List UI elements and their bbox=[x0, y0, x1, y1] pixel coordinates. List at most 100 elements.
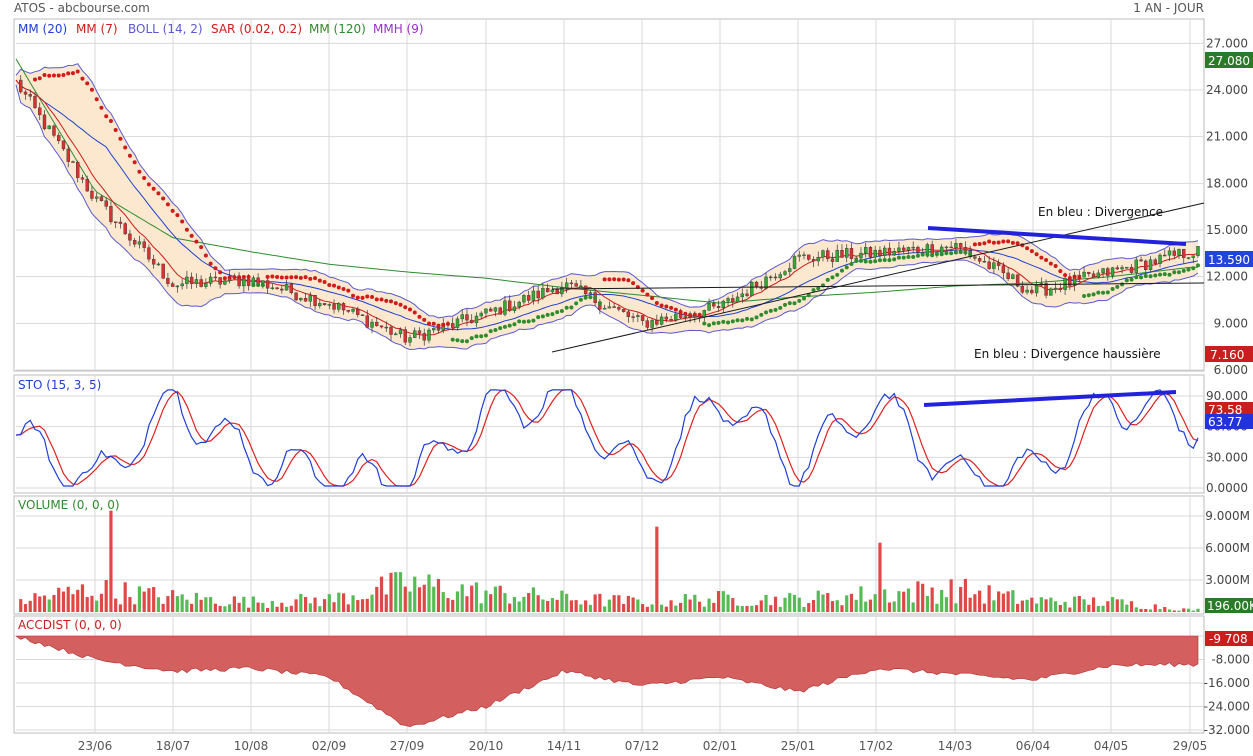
sto-d-badge bbox=[1205, 402, 1253, 416]
sar-dot bbox=[1091, 292, 1096, 297]
volume-bar bbox=[1053, 601, 1058, 612]
sar-dot bbox=[659, 303, 664, 308]
volume-bar bbox=[370, 594, 374, 612]
volume-bar bbox=[1077, 595, 1081, 612]
volume-bar bbox=[455, 591, 460, 612]
sar-dot bbox=[730, 319, 735, 324]
candle-body bbox=[1053, 287, 1058, 290]
candle-body bbox=[246, 278, 251, 286]
volume-bar bbox=[460, 584, 464, 612]
sar-dot bbox=[502, 324, 507, 329]
bollinger-lower bbox=[15, 84, 1199, 351]
sar-dot bbox=[688, 312, 693, 317]
candle-body bbox=[1158, 254, 1162, 264]
sar-dot bbox=[711, 321, 716, 326]
sar-dot bbox=[32, 77, 37, 82]
accdist-panel[interactable]: 0.0000-8.000-16.000-24.000-32.000 ACCDIS… bbox=[13, 615, 1253, 737]
candle-body bbox=[451, 323, 455, 328]
candle-body bbox=[669, 319, 673, 321]
mm120-line bbox=[15, 58, 1198, 304]
volume-bar bbox=[954, 603, 958, 612]
volume-bar bbox=[23, 604, 28, 612]
candle-body bbox=[517, 301, 521, 308]
sto-d-line bbox=[15, 389, 1199, 487]
volume-bar bbox=[57, 587, 61, 612]
volume-bar bbox=[403, 586, 407, 612]
sar-dot bbox=[194, 239, 199, 244]
annotation-divergence: En bleu : Divergence bbox=[1038, 205, 1163, 219]
volume-bar bbox=[1148, 609, 1153, 612]
volume-bar bbox=[109, 510, 113, 612]
sar-dot bbox=[1115, 284, 1120, 289]
volume-bar bbox=[603, 606, 607, 612]
candle-body bbox=[128, 233, 132, 241]
volume-bar bbox=[721, 591, 725, 612]
volume-bar bbox=[930, 587, 934, 612]
sar-dot bbox=[450, 337, 455, 342]
sar-dot bbox=[934, 252, 939, 257]
candle-body bbox=[555, 289, 559, 295]
x-tick-label: 06/04 bbox=[1016, 739, 1051, 753]
volume-bar bbox=[626, 595, 630, 612]
sar-dot bbox=[213, 266, 218, 271]
sar-dot bbox=[1148, 274, 1153, 279]
sar-dot bbox=[294, 275, 299, 280]
sar-dot bbox=[987, 239, 992, 244]
volume-bar bbox=[1186, 608, 1191, 612]
sar-dot bbox=[189, 233, 194, 238]
sar-dot bbox=[161, 196, 166, 201]
volume-bar bbox=[80, 584, 85, 612]
candle-body bbox=[341, 303, 346, 311]
sar-dot bbox=[270, 274, 275, 279]
candle-body bbox=[299, 297, 303, 301]
min-badge bbox=[1205, 346, 1253, 362]
sar-dot bbox=[564, 305, 569, 310]
sar-dot bbox=[445, 321, 450, 326]
sar-dot bbox=[218, 270, 223, 275]
trend-line-upper bbox=[551, 202, 1205, 353]
sar-dot bbox=[830, 275, 835, 280]
candle-body bbox=[987, 261, 991, 269]
volume-bar bbox=[427, 574, 431, 612]
sar-dot bbox=[1039, 255, 1044, 260]
x-tick-label: 14/11 bbox=[547, 739, 582, 753]
volume-tick-label: 9.000M bbox=[1205, 509, 1250, 523]
candle-body bbox=[949, 246, 953, 249]
candle-body bbox=[208, 276, 213, 284]
sar-dot bbox=[863, 259, 868, 264]
sar-dot bbox=[526, 319, 531, 324]
candle-body bbox=[346, 309, 350, 312]
candle-body bbox=[436, 328, 441, 331]
sar-dot bbox=[802, 296, 806, 301]
volume-bar bbox=[294, 599, 298, 612]
volume-bar bbox=[788, 593, 792, 612]
volume-bar bbox=[664, 606, 668, 612]
volume-bar bbox=[726, 594, 730, 612]
volume-y-axis: 9.000M 6.000M 3.000M bbox=[1205, 509, 1250, 587]
sto-tick-label: 90.000 bbox=[1206, 389, 1248, 403]
sar-dot bbox=[379, 297, 384, 302]
sar-dot bbox=[654, 301, 659, 306]
sar-dot bbox=[51, 73, 56, 78]
volume-badge bbox=[1205, 598, 1253, 613]
volume-bar bbox=[76, 589, 80, 612]
volume-bar bbox=[265, 607, 270, 612]
sar-dot bbox=[901, 255, 906, 260]
x-axis: 23/06 18/07 10/08 02/09 27/09 20/10 14/11 07/12… bbox=[78, 739, 1208, 753]
volume-bar bbox=[669, 600, 673, 612]
volume-bar bbox=[949, 579, 953, 612]
candle-body bbox=[137, 241, 142, 245]
candle-body bbox=[1191, 255, 1195, 258]
volume-bar bbox=[38, 596, 42, 612]
candle-body bbox=[1015, 274, 1020, 287]
candle-body bbox=[778, 274, 782, 279]
sar-dot bbox=[930, 253, 935, 258]
sar-dot bbox=[241, 275, 246, 280]
volume-panel[interactable]: 9.000M 6.000M 3.000M VOLUME (0, 0, 0) 196.… bbox=[13, 495, 1253, 615]
candle-body bbox=[66, 148, 70, 162]
candle-body bbox=[560, 287, 564, 295]
sar-dot bbox=[1029, 249, 1034, 254]
price-panel[interactable]: 27.000 24.000 21.000 18.000 15.000 12.000 9.00… bbox=[13, 18, 1253, 377]
volume-bar bbox=[641, 604, 645, 612]
